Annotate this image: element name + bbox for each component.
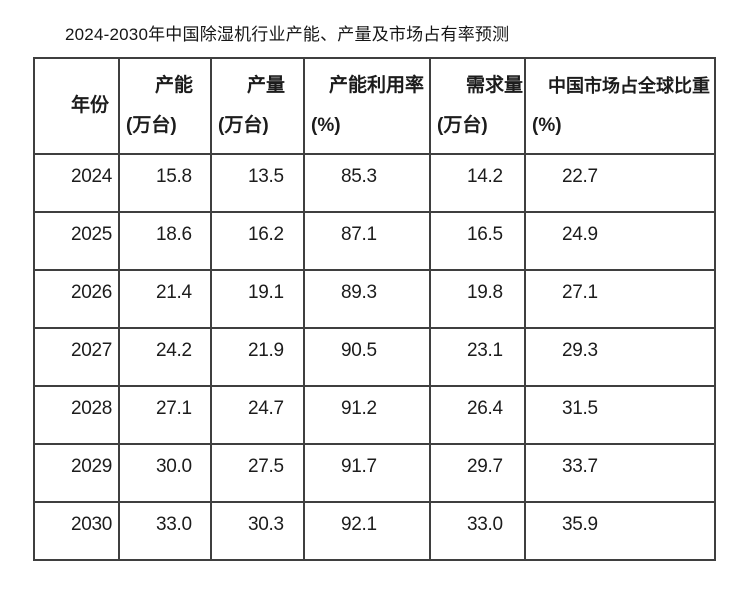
col-header-demand-unit: (万台) (437, 115, 488, 136)
global-share-cell: 27.1 (524, 269, 716, 329)
col-header-global-share: 中国市场占全球比重 (%) (524, 57, 716, 155)
demand-cell: 14.2 (429, 153, 526, 213)
col-header-utilization: 产能利用率 (%) (303, 57, 431, 155)
output-cell: 19.1 (210, 269, 305, 329)
year-cell: 2030 (33, 501, 120, 561)
col-header-year: 年份 (33, 57, 120, 155)
col-header-utilization-label: 产能利用率 (329, 75, 425, 96)
col-header-output: 产量 (万台) (210, 57, 305, 155)
table-row-2029: 2029 30.0 27.5 91.7 29.7 33.7 (33, 443, 716, 503)
utilization-cell: 89.3 (303, 269, 431, 329)
col-header-global-share-unit: (%) (532, 115, 562, 136)
capacity-cell: 27.1 (118, 385, 212, 445)
global-share-cell: 24.9 (524, 211, 716, 271)
table-row-2024: 2024 15.8 13.5 85.3 14.2 22.7 (33, 153, 716, 213)
demand-cell: 26.4 (429, 385, 526, 445)
col-header-global-share-label: 中国市场占全球比重 (548, 76, 710, 96)
col-header-demand: 需求量 (万台) (429, 57, 526, 155)
utilization-cell: 91.7 (303, 443, 431, 503)
year-cell: 2025 (33, 211, 120, 271)
capacity-cell: 33.0 (118, 501, 212, 561)
table-row-2025: 2025 18.6 16.2 87.1 16.5 24.9 (33, 211, 716, 271)
col-header-capacity-unit: (万台) (126, 115, 177, 136)
utilization-cell: 92.1 (303, 501, 431, 561)
table-row-2028: 2028 27.1 24.7 91.2 26.4 31.5 (33, 385, 716, 445)
year-cell: 2027 (33, 327, 120, 387)
output-cell: 24.7 (210, 385, 305, 445)
demand-cell: 16.5 (429, 211, 526, 271)
demand-cell: 33.0 (429, 501, 526, 561)
output-cell: 30.3 (210, 501, 305, 561)
capacity-cell: 21.4 (118, 269, 212, 329)
col-header-output-unit: (万台) (218, 115, 269, 136)
demand-cell: 19.8 (429, 269, 526, 329)
col-header-capacity: 产能 (万台) (118, 57, 212, 155)
col-header-demand-label: 需求量 (466, 75, 524, 96)
global-share-cell: 31.5 (524, 385, 716, 445)
global-share-cell: 29.3 (524, 327, 716, 387)
utilization-cell: 85.3 (303, 153, 431, 213)
utilization-cell: 87.1 (303, 211, 431, 271)
utilization-cell: 90.5 (303, 327, 431, 387)
capacity-cell: 15.8 (118, 153, 212, 213)
global-share-cell: 35.9 (524, 501, 716, 561)
col-header-output-label: 产量 (247, 75, 286, 96)
col-header-capacity-label: 产能 (155, 75, 194, 96)
output-cell: 16.2 (210, 211, 305, 271)
table-title: 2024-2030年中国除湿机行业产能、产量及市场占有率预测 (65, 25, 510, 44)
header-row: 年份 产能 (万台) 产量 (万台) 产能利用率 (%) 需求量 (万台) (33, 57, 716, 155)
demand-cell: 23.1 (429, 327, 526, 387)
capacity-cell: 18.6 (118, 211, 212, 271)
year-cell: 2029 (33, 443, 120, 503)
table-row-2030: 2030 33.0 30.3 92.1 33.0 35.9 (33, 501, 716, 561)
capacity-cell: 24.2 (118, 327, 212, 387)
capacity-cell: 30.0 (118, 443, 212, 503)
output-cell: 27.5 (210, 443, 305, 503)
year-cell: 2024 (33, 153, 120, 213)
table-row-2027: 2027 24.2 21.9 90.5 23.1 29.3 (33, 327, 716, 387)
forecast-table: 年份 产能 (万台) 产量 (万台) 产能利用率 (%) 需求量 (万台) (33, 57, 716, 561)
global-share-cell: 33.7 (524, 443, 716, 503)
year-cell: 2026 (33, 269, 120, 329)
demand-cell: 29.7 (429, 443, 526, 503)
year-cell: 2028 (33, 385, 120, 445)
table-row-2026: 2026 21.4 19.1 89.3 19.8 27.1 (33, 269, 716, 329)
output-cell: 21.9 (210, 327, 305, 387)
output-cell: 13.5 (210, 153, 305, 213)
col-header-utilization-unit: (%) (311, 115, 341, 136)
col-header-year-label: 年份 (71, 95, 110, 116)
global-share-cell: 22.7 (524, 153, 716, 213)
utilization-cell: 91.2 (303, 385, 431, 445)
